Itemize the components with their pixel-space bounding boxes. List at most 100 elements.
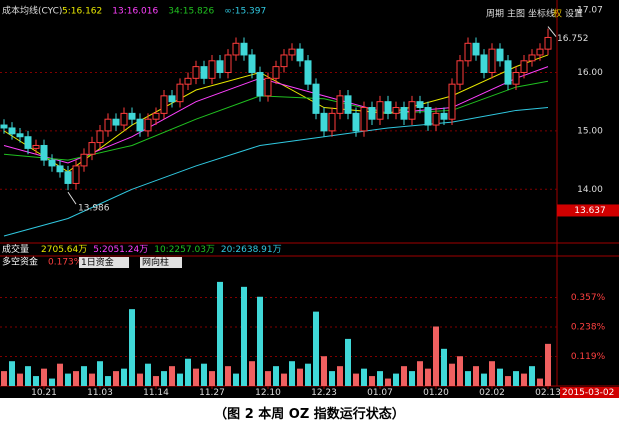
bar	[265, 371, 271, 386]
bar	[73, 371, 79, 386]
bar	[121, 368, 127, 386]
dropdown-label[interactable]: 网向柱	[142, 256, 169, 268]
y-tick-label: 17.07	[577, 6, 603, 16]
bar	[465, 371, 471, 386]
candle-body	[272, 66, 280, 79]
bar	[377, 371, 383, 386]
volume-text: 2705.64万	[41, 245, 87, 255]
x-tick-label: 01.07	[367, 388, 393, 398]
x-tick-label: 02.13	[535, 388, 561, 398]
bar	[401, 366, 407, 386]
candle-body	[528, 54, 536, 62]
candle-body	[224, 54, 232, 73]
bar	[385, 378, 391, 386]
candle-body	[200, 66, 208, 79]
bar	[1, 371, 7, 386]
bar	[137, 373, 143, 386]
candle-body	[504, 60, 512, 85]
candle-body	[440, 112, 448, 120]
legend-entry: 5:16.162	[62, 7, 102, 17]
x-tick-label: 01.20	[423, 388, 449, 398]
bar	[529, 366, 535, 386]
date-marker: 2015-03-02	[562, 388, 614, 398]
candle-body	[80, 153, 88, 167]
bar	[233, 373, 239, 386]
candle-body	[304, 60, 312, 85]
dropdown[interactable]	[140, 257, 182, 268]
candle-body	[416, 101, 424, 109]
bar	[17, 373, 23, 386]
candle-body	[312, 83, 320, 114]
volume-text: 10:2257.03万	[154, 245, 215, 255]
bar	[241, 286, 247, 386]
bar	[185, 358, 191, 386]
bar	[225, 366, 231, 386]
toolbar-button[interactable]: 周期	[486, 9, 504, 20]
bar	[433, 326, 439, 386]
candle-body	[72, 165, 80, 184]
y-tick-label: 0.238%	[571, 323, 606, 333]
x-tick-label: 11.14	[143, 388, 169, 398]
bar	[33, 376, 39, 386]
bar	[313, 311, 319, 386]
x-tick-label: 10.21	[31, 388, 57, 398]
y-tick-label: 15.00	[577, 126, 603, 136]
annotation-pointer	[547, 26, 557, 37]
candle-body	[280, 54, 288, 68]
bar	[329, 371, 335, 386]
candle-body	[0, 124, 8, 129]
price-marker-box	[557, 204, 619, 217]
candle-body	[240, 42, 248, 56]
candle-body	[8, 127, 16, 135]
candle-body	[176, 83, 184, 103]
candle-body	[368, 107, 376, 120]
bar	[89, 373, 95, 386]
candle-body	[256, 71, 264, 97]
volume-text: 成交量	[2, 243, 29, 255]
candle-body	[104, 118, 112, 132]
annotation-pointer	[67, 191, 77, 205]
candle-body	[336, 95, 344, 114]
ma-line	[3, 80, 549, 161]
legend-entry: 34:15.826	[168, 7, 214, 17]
candle-body	[448, 83, 456, 120]
candle-body	[248, 54, 256, 73]
bar	[473, 366, 479, 386]
bottom-subtitle: 0.173%	[48, 258, 83, 268]
candle-body	[344, 95, 352, 114]
candle-body	[408, 101, 416, 120]
bar	[145, 363, 151, 386]
volume-text: 20:2638.91万	[221, 245, 282, 255]
date-marker-box	[560, 387, 619, 398]
bar	[321, 356, 327, 386]
bar	[521, 373, 527, 386]
candle-body	[96, 130, 104, 144]
toolbar-button[interactable]: 设置	[565, 9, 583, 20]
bar	[297, 368, 303, 386]
candle-body	[24, 136, 32, 149]
bar	[9, 361, 15, 386]
candle-body	[120, 112, 128, 126]
toolbar-button[interactable]: 主图	[507, 8, 525, 20]
bar	[249, 361, 255, 386]
bar	[25, 366, 31, 386]
candle-body	[32, 144, 40, 149]
candle-body	[320, 112, 328, 132]
candle-body	[160, 95, 168, 114]
high-label: 16.752	[557, 34, 589, 44]
candle-body	[152, 112, 160, 120]
dropdown-label[interactable]: 1日资金	[81, 256, 114, 268]
candle-body	[232, 42, 240, 56]
x-tick-label: 11.03	[87, 388, 113, 398]
toolbar-button[interactable]: 权	[553, 8, 562, 20]
background	[0, 0, 619, 398]
candle-body	[392, 107, 400, 114]
bar	[441, 348, 447, 386]
bar	[161, 371, 167, 386]
candle-body	[456, 60, 464, 85]
toolbar-button[interactable]: 坐标线	[528, 8, 555, 20]
bar	[257, 296, 263, 386]
candle-body	[480, 54, 488, 73]
candle-body	[472, 42, 480, 56]
dropdown[interactable]	[79, 257, 129, 268]
